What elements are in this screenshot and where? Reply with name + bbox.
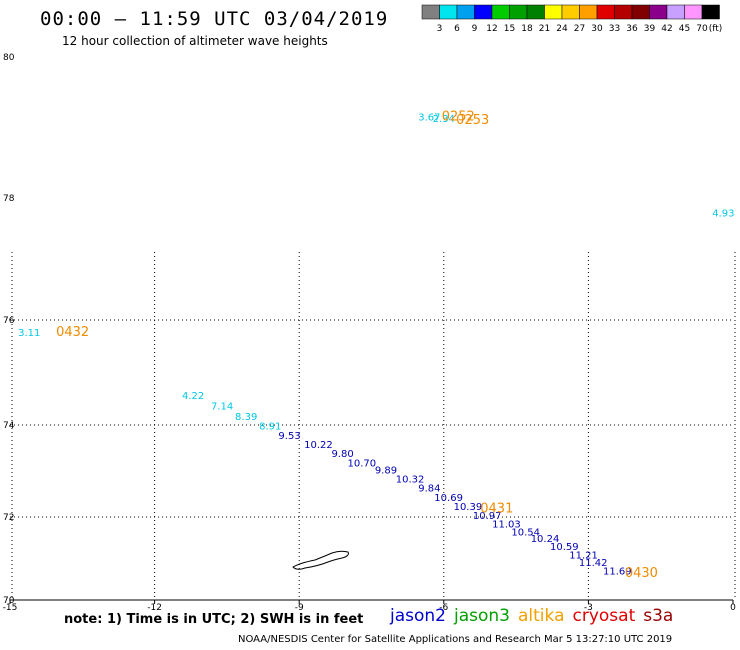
wave-height-value: 11.03 [492,519,521,530]
colorbar-label: 21 [539,24,550,34]
colorbar-swatch [456,4,475,20]
colorbar-label: 12 [486,24,497,34]
colorbar-label: 15 [504,24,515,34]
colorbar-swatch [474,4,493,20]
wave-height-value: 10.39 [454,502,483,513]
latitude-label: 80 [3,53,15,63]
colorbar-label: 24 [556,24,568,34]
wave-height-value: 9.53 [278,431,300,442]
wave-height-value: 3.11 [18,328,40,339]
colorbar-swatch [561,4,580,20]
cyan-wave-height-labels: 3.672.34 4.93 3.11 4.22 7.148.398.91 [18,112,734,432]
colorbar-label: 6 [454,24,460,34]
credits-footer: NOAA/NESDIS Center for Satellite Applica… [238,634,673,645]
longitude-label: -12 [147,603,162,613]
wave-height-value: 9.80 [331,449,353,460]
wave-height-value: 10.54 [511,528,540,539]
pass-time-label: 0253 [456,113,489,128]
wave-height-value: 4.22 [182,391,204,402]
wave-height-value: 10.24 [531,534,560,545]
wave-height-value: 11.42 [579,558,608,569]
longitude-label: -3 [584,603,593,613]
colorbar-swatch [649,4,668,20]
wave-height-value: 8.39 [235,412,257,423]
longitude-label: 0 [730,603,736,613]
latitude-label: 72 [3,513,14,523]
colorbar-swatch [631,4,650,20]
colorbar-swatch [579,4,598,20]
colorbar-label: 30 [591,24,603,34]
wave-height-value: 9.84 [418,484,440,495]
legend-item-jason3: jason3 [454,606,510,626]
legend-item-jason2: jason2 [390,606,446,626]
colorbar-label: 18 [521,24,533,34]
colorbar-swatch [666,4,685,20]
colorbar-label: 27 [574,24,585,34]
legend-item-cryosat: cryosat [572,606,636,626]
longitude-label: -6 [439,603,448,613]
colorbar-swatch [544,4,563,20]
longitude-label: -15 [3,603,18,613]
colorbar-label: 9 [472,24,478,34]
map-grid: -15 -12 -9 -6 -3 0 80 78 76 74 72 70 [3,53,736,613]
colorbar-swatch [439,4,458,20]
colorbar-swatch [421,4,440,20]
longitude-label: -9 [295,603,304,613]
colorbar-swatch [596,4,615,20]
pass-time-label: 0431 [480,501,513,516]
colorbar-label: 36 [626,24,638,34]
wave-height-value: 4.93 [712,208,734,219]
colorbar: 3 6 9 12 15 18 21 24 27 30 33 36 39 42 45 70 (ft) [421,4,723,34]
wave-height-value: 3.67 [418,112,440,123]
colorbar-unit: (ft) [709,24,723,34]
wave-height-value: 7.14 [211,401,233,412]
latitude-label: 78 [3,194,15,204]
colorbar-swatch [701,4,720,20]
island-outline [292,550,349,570]
latitude-label: 76 [3,316,15,326]
colorbar-swatch [684,4,703,20]
wave-height-value: 11.69 [603,566,632,577]
colorbar-swatch [509,4,528,20]
colorbar-swatch [491,4,510,20]
colorbar-label: 45 [679,24,690,34]
wave-height-value: 8.91 [259,422,281,433]
colorbar-label: 70 [696,24,708,34]
legend-item-altika: altika [518,606,565,626]
wave-height-value: 10.22 [304,440,333,451]
colorbar-swatch [526,4,545,20]
pass-time-label: 0430 [625,566,658,581]
colorbar-label: 42 [661,24,672,34]
satellite-legend: jason2 jason3 altika cryosat s3a [390,606,681,626]
units-note: note: 1) Time is in UTC; 2) SWH is in fe… [64,612,364,627]
wave-height-value: 10.59 [550,542,579,553]
pass-time-label: 0432 [56,325,89,340]
wave-height-value: 10.97 [473,511,502,522]
map-subtitle: 12 hour collection of altimeter wave hei… [62,34,328,48]
wave-height-value: 2.34 [433,114,455,125]
latitude-label: 74 [3,421,15,431]
wave-height-value: 10.70 [348,458,377,469]
wave-height-value: 9.89 [375,465,397,476]
latitude-label: 70 [3,596,15,606]
pass-time-label: 0252 [442,109,475,124]
legend-item-s3a: s3a [643,606,674,626]
wave-height-value: 11.21 [569,551,598,562]
wave-height-value: 10.69 [434,493,463,504]
colorbar-label: 3 [437,24,443,34]
colorbar-swatch [614,4,633,20]
colorbar-label: 39 [644,24,656,34]
blue-wave-height-labels: 9.53 10.229.8010.709.8910.329.8410.6910.3… [278,431,631,577]
wave-height-value: 10.32 [396,475,425,486]
map-title: 00:00 – 11:59 UTC 03/04/2019 [40,8,389,30]
colorbar-label: 33 [609,24,620,34]
